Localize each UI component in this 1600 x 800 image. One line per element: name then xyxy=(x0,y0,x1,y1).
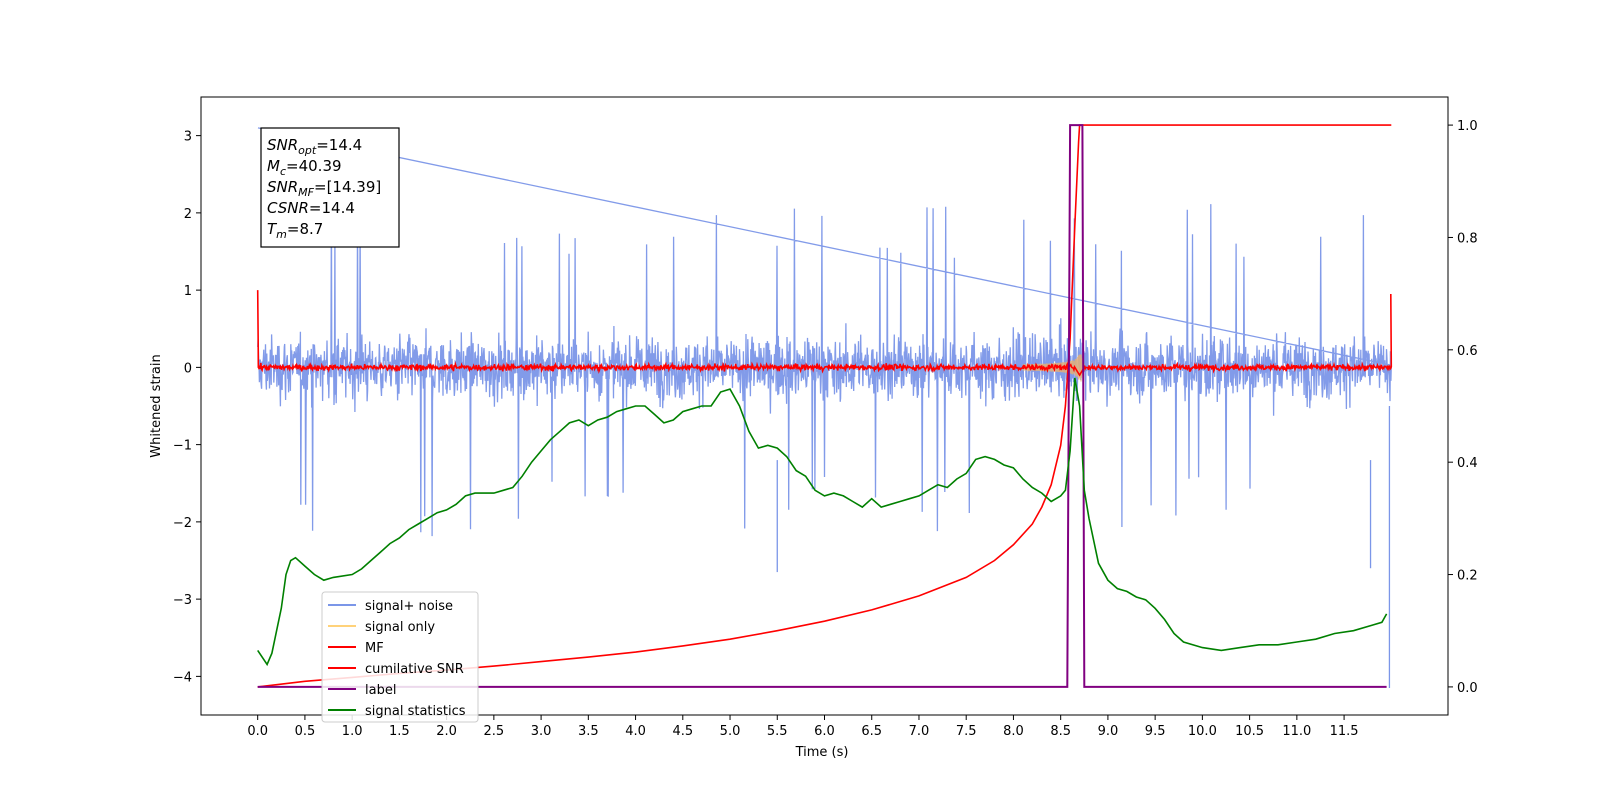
x-tick-label: 3.0 xyxy=(531,724,552,739)
y2-tick-label: 0.6 xyxy=(1457,344,1478,359)
x-tick-label: 0.0 xyxy=(247,724,268,739)
y-tick-label: −1 xyxy=(173,439,192,454)
y2-axis-ticks: 1.0 0.8 0.6 0.4 0.2 0.0 xyxy=(1448,119,1478,696)
x-tick-label: 7.5 xyxy=(956,724,977,739)
x-tick-label: 11.5 xyxy=(1330,724,1359,739)
y2-tick-label: 1.0 xyxy=(1457,119,1478,134)
x-tick-label: 10.5 xyxy=(1235,724,1264,739)
annotation-line: Mc=40.39 xyxy=(267,157,342,178)
legend-label: label xyxy=(365,683,396,698)
legend-label: signal+ noise xyxy=(365,599,453,614)
y-tick-label: 3 xyxy=(184,130,192,145)
x-tick-label: 6.5 xyxy=(861,724,882,739)
y2-tick-label: 0.8 xyxy=(1457,231,1478,246)
x-tick-label: 5.5 xyxy=(767,724,788,739)
annotation-box: SNRopt=14.4Mc=40.39SNRMF=[14.39]CSNR=14.… xyxy=(260,127,400,248)
series-layer xyxy=(256,124,1393,688)
legend-label: signal statistics xyxy=(365,704,466,719)
x-tick-label: 2.5 xyxy=(484,724,505,739)
annotation-line: SNRopt=14.4 xyxy=(267,136,362,157)
series-mf-line xyxy=(256,290,1393,377)
y-axis-label: Whitened strain xyxy=(149,354,164,457)
annotation-frame xyxy=(260,127,400,248)
annotation-line: Tm=8.7 xyxy=(267,220,323,241)
series-label-line xyxy=(257,124,1387,688)
y2-tick-label: 0.2 xyxy=(1457,569,1478,584)
x-tick-label: 11.0 xyxy=(1282,724,1311,739)
y2-tick-label: 0.0 xyxy=(1457,681,1478,696)
x-tick-label: 9.0 xyxy=(1098,724,1119,739)
legend-label: signal only xyxy=(365,620,435,635)
y-tick-label: 2 xyxy=(184,207,192,222)
series-cumulative-snr-line xyxy=(257,124,1392,688)
x-tick-label: 1.5 xyxy=(389,724,410,739)
legend-frame xyxy=(321,591,479,723)
series-signal-noise-line xyxy=(257,127,1392,537)
x-axis-label: Time (s) xyxy=(795,745,849,760)
legend-label: MF xyxy=(365,641,384,656)
x-tick-label: 9.5 xyxy=(1145,724,1166,739)
y-axis-ticks: 3 2 1 0 −1 −2 −3 −4 xyxy=(173,130,201,685)
x-tick-label: 4.0 xyxy=(625,724,646,739)
x-tick-label: 6.0 xyxy=(814,724,835,739)
legend: signal+ noise signal only MF cumilative SNR… xyxy=(321,591,479,723)
x-tick-label: 5.0 xyxy=(720,724,741,739)
x-tick-label: 8.0 xyxy=(1003,724,1024,739)
y-tick-label: −2 xyxy=(173,516,192,531)
y2-tick-label: 0.4 xyxy=(1457,456,1478,471)
y-tick-label: 0 xyxy=(184,361,192,376)
x-tick-label: 10.0 xyxy=(1188,724,1217,739)
series-signal-statistics-line xyxy=(257,377,1388,667)
annotation-line: SNRMF=[14.39] xyxy=(267,178,381,199)
legend-label: cumilative SNR xyxy=(365,662,464,677)
y-tick-label: −3 xyxy=(173,593,192,608)
x-axis-ticks: 0.0 0.5 1.0 1.5 2.0 2.5 3.0 3.5 4.0 4.5 5.0 5.5 6.0 6… xyxy=(247,715,1359,739)
x-tick-label: 4.5 xyxy=(672,724,693,739)
x-tick-label: 3.5 xyxy=(578,724,599,739)
y-tick-label: −4 xyxy=(173,670,192,685)
x-tick-label: 8.5 xyxy=(1050,724,1071,739)
y-tick-label: 1 xyxy=(184,284,192,299)
x-tick-label: 1.0 xyxy=(342,724,363,739)
annotation-line: CSNR=14.4 xyxy=(267,199,355,217)
x-tick-label: 7.0 xyxy=(909,724,930,739)
x-tick-label: 2.0 xyxy=(436,724,457,739)
x-tick-label: 0.5 xyxy=(295,724,316,739)
